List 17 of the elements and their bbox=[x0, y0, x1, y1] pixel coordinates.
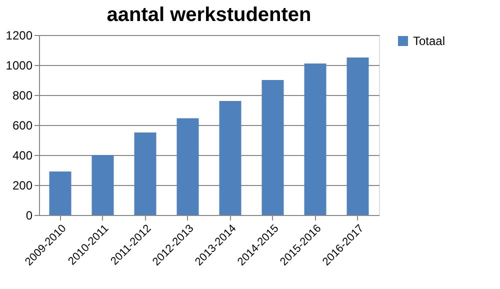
y-tick-label: 1000 bbox=[6, 58, 33, 72]
y-tick-label: 1200 bbox=[6, 28, 33, 42]
y-tick-label: 800 bbox=[12, 88, 33, 102]
bar bbox=[346, 58, 369, 215]
y-tick-label: 0 bbox=[26, 208, 33, 222]
chart-title: aantal werkstudenten bbox=[106, 4, 312, 26]
bar bbox=[49, 172, 72, 215]
bar bbox=[134, 132, 156, 215]
bar bbox=[92, 155, 114, 215]
y-tick-label: 600 bbox=[12, 118, 33, 132]
y-tick-label: 400 bbox=[12, 148, 33, 162]
legend-label: Totaal bbox=[413, 34, 446, 48]
bar bbox=[262, 80, 284, 215]
y-tick-label: 200 bbox=[12, 178, 33, 192]
bar bbox=[176, 118, 199, 215]
bar bbox=[219, 101, 242, 215]
bar bbox=[304, 64, 326, 215]
